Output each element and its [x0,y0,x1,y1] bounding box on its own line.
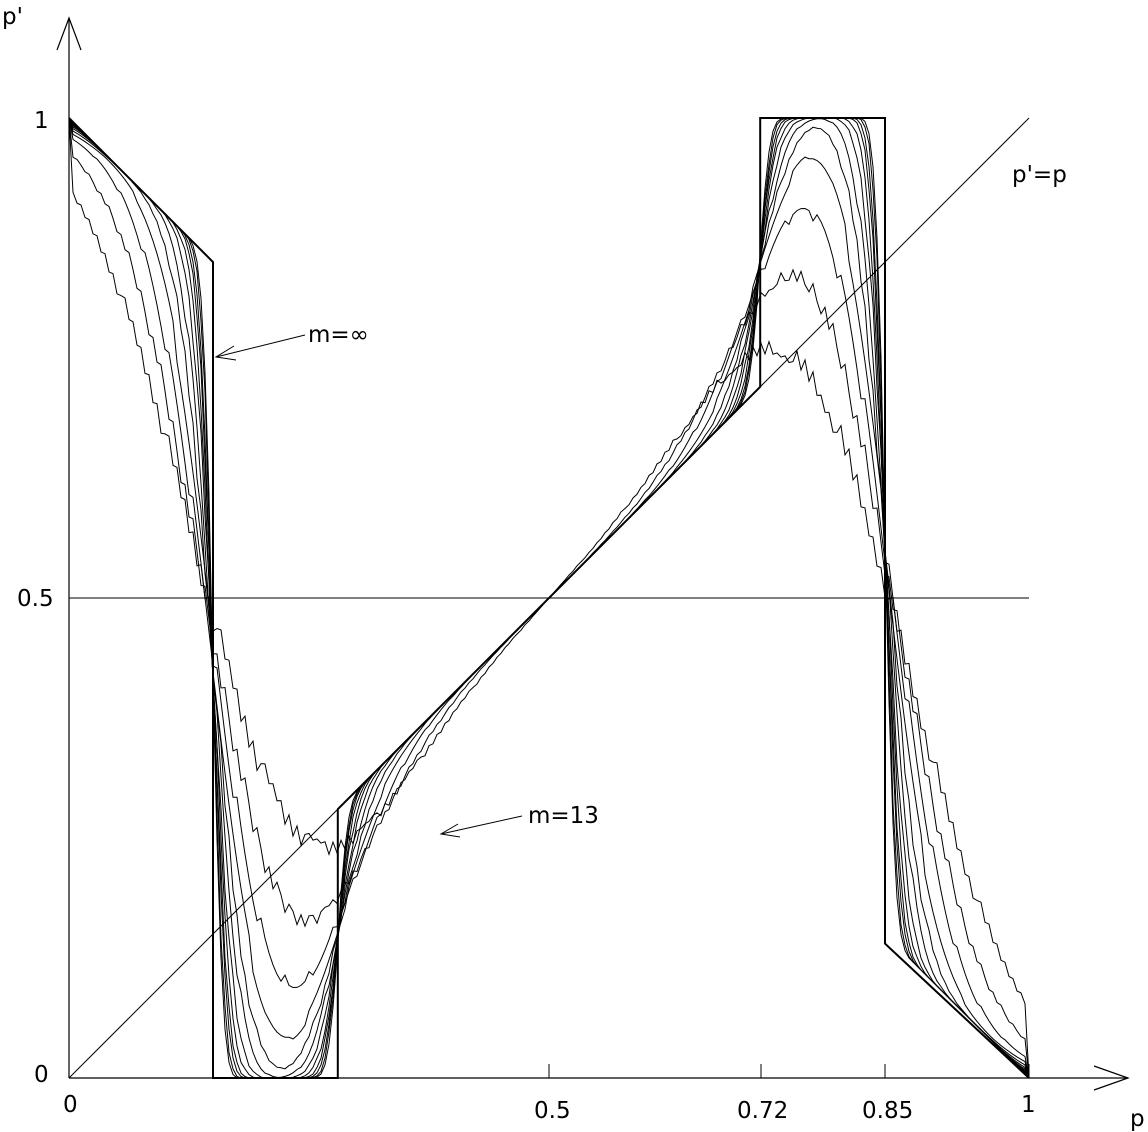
y-tick-label-0: 0 [34,1062,49,1088]
y-axis-label: p' [2,4,23,30]
x-tick-label-1: 1 [1021,1092,1036,1118]
annotation-m-inf: m=∞ [308,322,369,348]
x-tick-label-072: 0.72 [737,1098,788,1124]
y-axis-arrow [56,16,82,51]
annotation-arrow-m-inf [215,334,306,358]
x-axis-label: p [1130,1106,1145,1132]
x-tick-label-085: 0.85 [862,1098,913,1124]
annotation-arrow-m13 [440,815,523,835]
y-tick-label-1: 1 [34,108,49,134]
limit-curve-m-inf [68,117,1030,1079]
x-tick-label-05: 0.5 [534,1098,571,1124]
annotation-arrowhead-m-inf [214,345,237,361]
diagonal-label: p'=p [1012,162,1067,188]
x-axis-arrow [1093,1065,1130,1091]
x-tick-label-0: 0 [63,1092,78,1118]
annotation-arrowhead-m13 [439,823,461,838]
y-tick-label-05: 0.5 [17,586,54,612]
annotation-m13: m=13 [528,803,599,829]
